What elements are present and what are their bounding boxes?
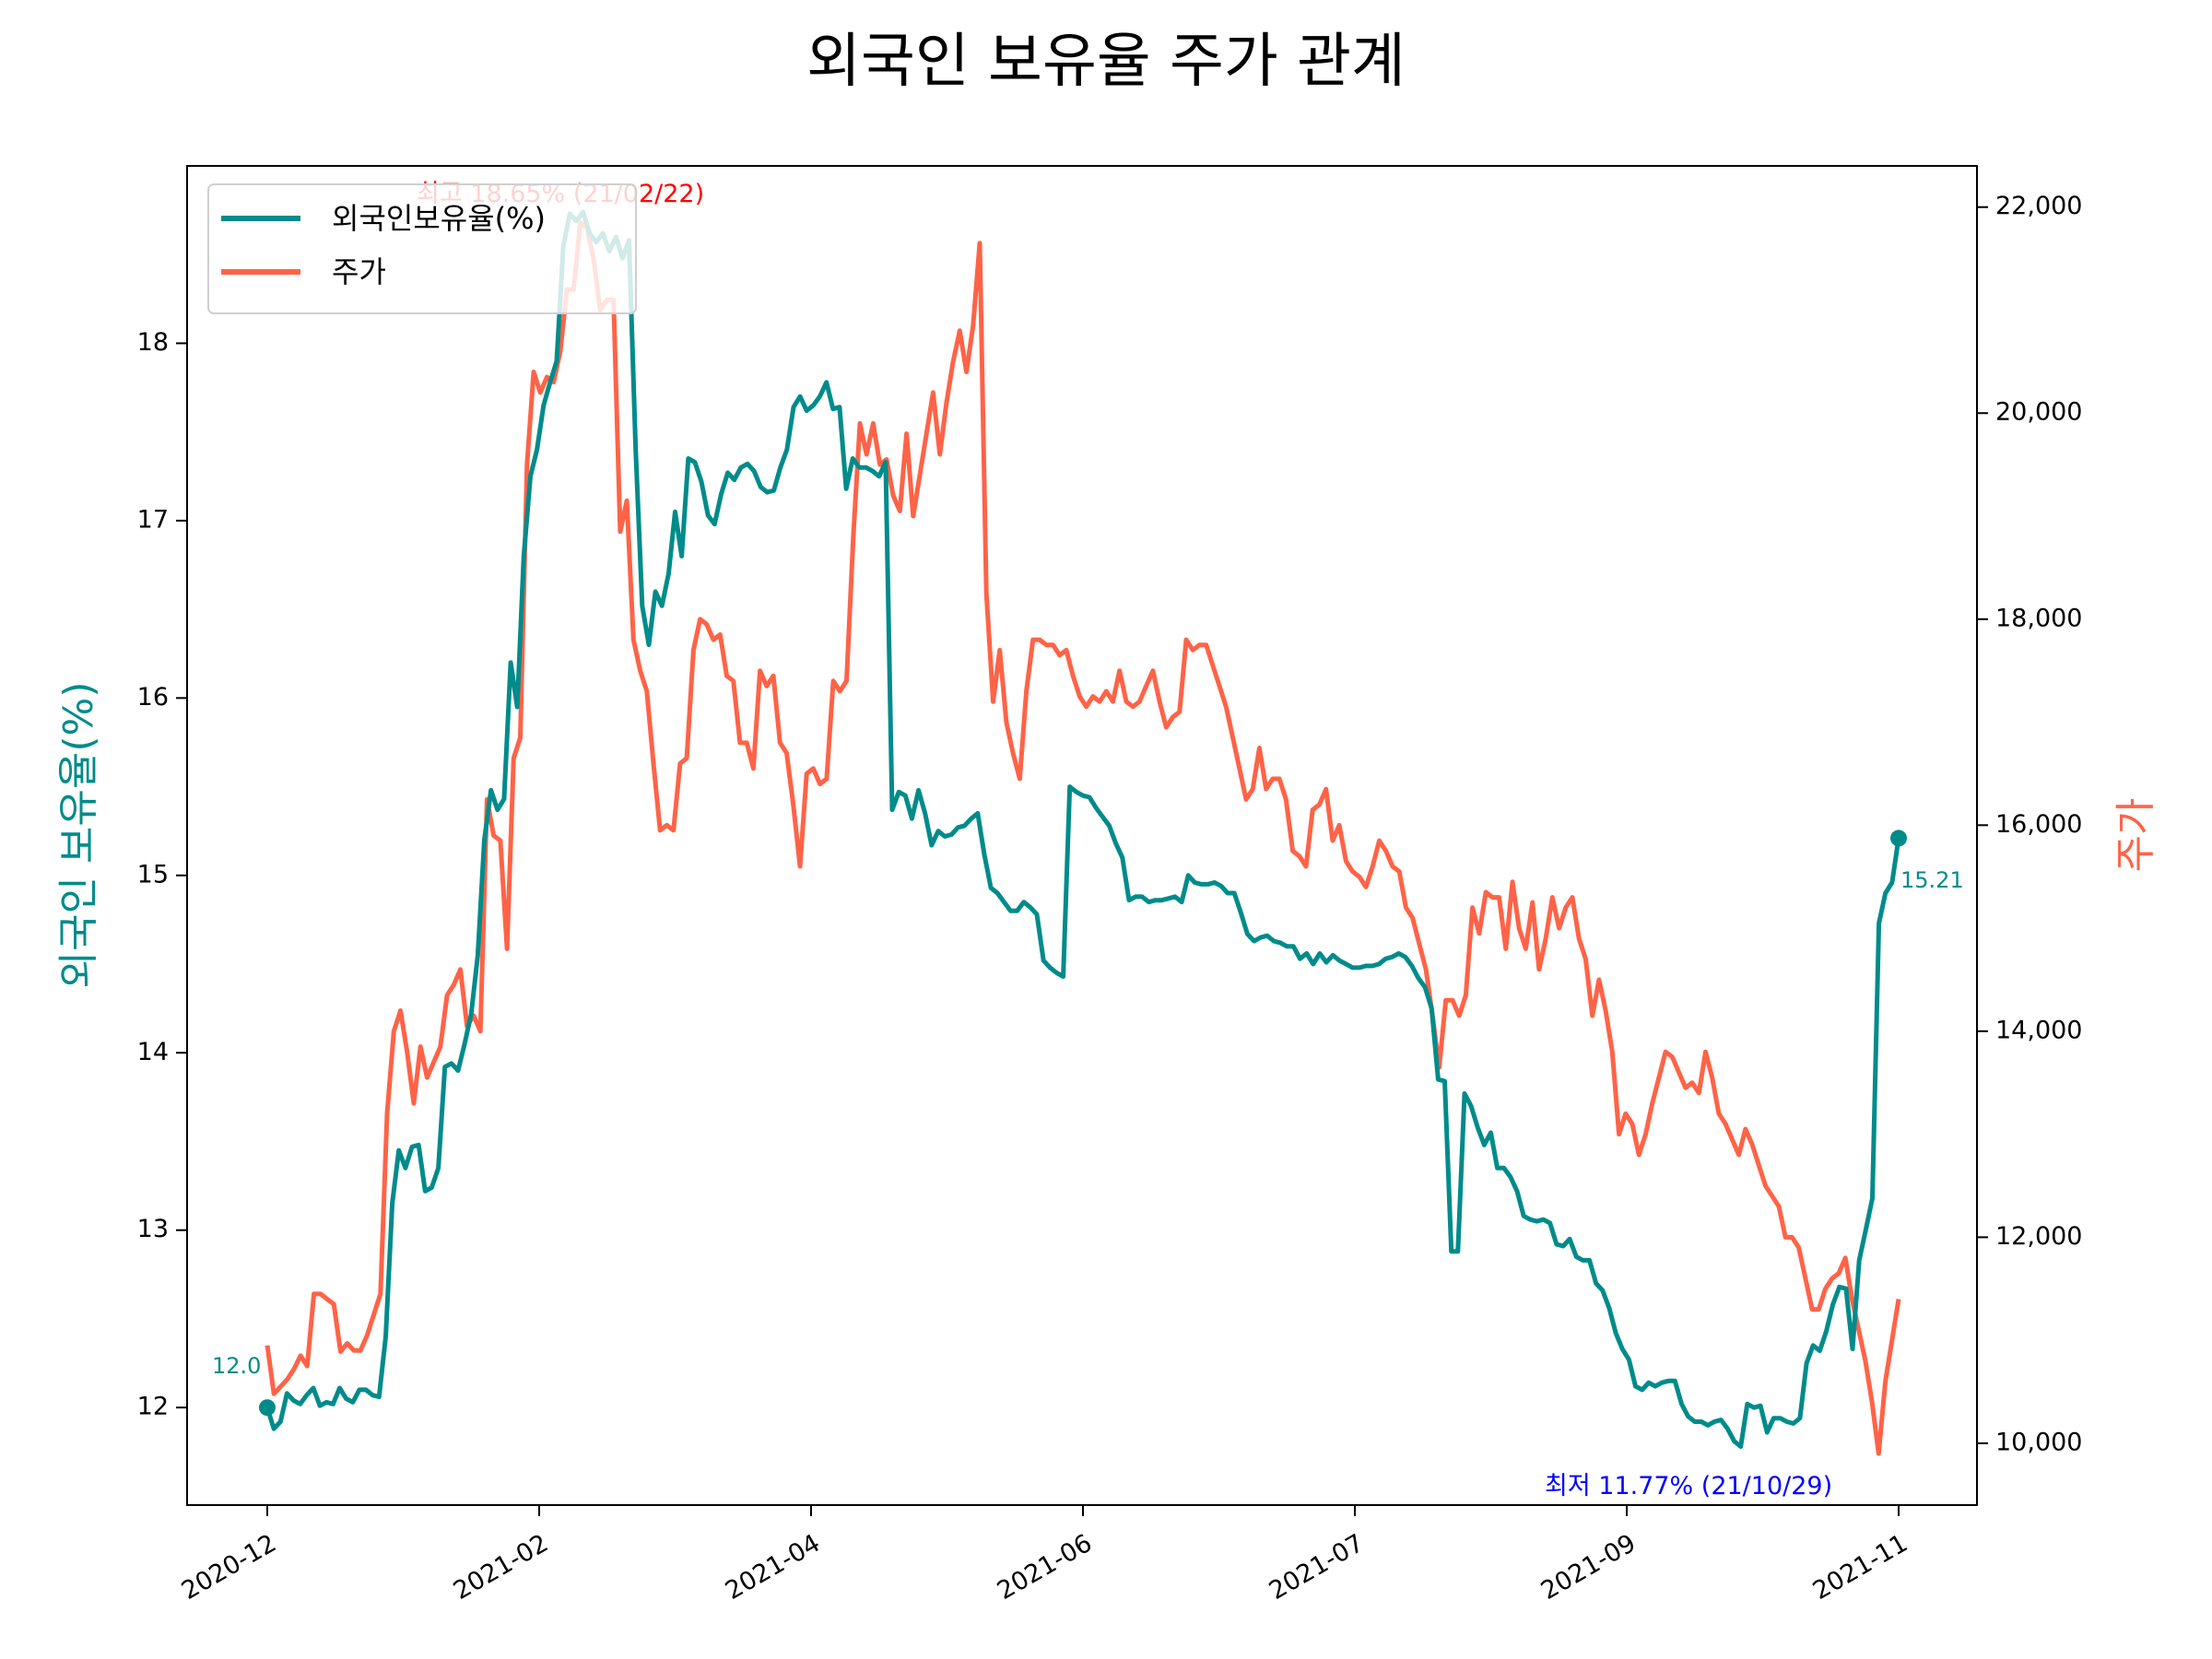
- end-marker: [1890, 830, 1907, 847]
- y-left-tick-label: 13: [137, 1215, 169, 1243]
- y-left-tick-label: 18: [137, 328, 169, 357]
- start-value-label: 12.0: [212, 1353, 261, 1379]
- y-right-tick-label: 14,000: [1995, 1016, 2082, 1044]
- y-axis-left-label: 외국인 보유율(%): [55, 681, 102, 988]
- y-left-tick-label: 14: [137, 1038, 169, 1066]
- y-axis-right: 10,000 12,000 14,000 16,000 18,000 20,000 22,0…: [1977, 192, 2082, 1456]
- y-left-tick-label: 17: [137, 505, 169, 534]
- y-right-tick-label: 16,000: [1995, 810, 2082, 839]
- y-right-tick-label: 22,000: [1995, 192, 2082, 220]
- y-right-tick-label: 20,000: [1995, 398, 2082, 427]
- series-line-holding: [265, 209, 1901, 1449]
- start-marker: [259, 1399, 276, 1417]
- legend: 외국인보유율(%) 주가: [207, 183, 637, 314]
- y-right-tick-label: 18,000: [1995, 604, 2082, 632]
- min-annotation: 최저 11.77% (21/10/29): [1545, 1472, 1832, 1500]
- marker-layer: [259, 830, 1907, 1417]
- y-right-tick-label: 10,000: [1995, 1428, 2082, 1456]
- end-value-label: 15.21: [1900, 867, 1964, 893]
- legend-label-price: 주가: [332, 254, 386, 289]
- y-axis-right-label: 주가: [2112, 798, 2159, 873]
- y-left-tick-label: 15: [137, 860, 169, 888]
- y-right-tick-label: 12,000: [1995, 1222, 2082, 1251]
- y-left-tick-label: 16: [137, 683, 169, 712]
- series-line-price: [265, 220, 1901, 1456]
- chart-title: 외국인 보유율 주가 관계: [806, 28, 1406, 96]
- legend-box: [207, 183, 637, 314]
- y-left-tick-label: 12: [137, 1393, 169, 1421]
- y-axis-left: 12 13 14 15 16 17 18: [137, 328, 187, 1421]
- series-layer: [265, 209, 1901, 1456]
- legend-label-holding: 외국인보유율(%): [332, 201, 546, 236]
